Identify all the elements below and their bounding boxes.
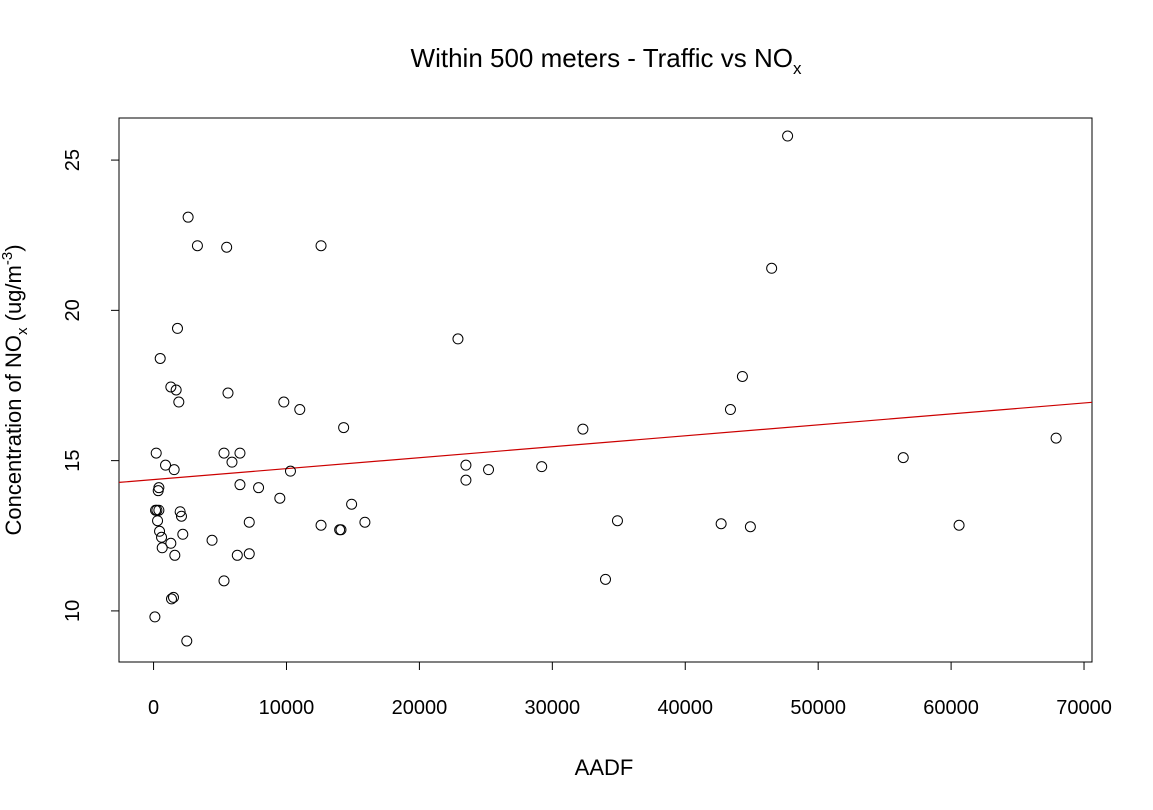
data-point [231, 549, 243, 561]
x-tick-label: 40000 [657, 697, 713, 719]
chart-title: Within 500 meters - Traffic vs NOx [411, 43, 802, 78]
data-point [218, 575, 230, 587]
y-tick-label: 15 [62, 450, 84, 472]
data-point [177, 528, 189, 540]
data-point [611, 515, 623, 527]
data-point [766, 262, 778, 274]
data-point [736, 370, 748, 382]
data-point [167, 591, 179, 603]
y-axis-label-close: ) [1, 244, 26, 251]
y-axis-label-units: (ug/m [1, 265, 26, 327]
data-point [173, 396, 185, 408]
data-point [182, 211, 194, 223]
y-axis: 10 15 20 25 [62, 149, 120, 622]
data-point [243, 516, 255, 528]
trend-line [118, 401, 1093, 484]
data-point [221, 241, 233, 253]
y-axis-label-superscript: -3 [0, 252, 16, 265]
data-point [170, 384, 182, 396]
data-point [243, 548, 255, 560]
data-point [175, 510, 187, 522]
y-axis-label-subscript: x [14, 327, 31, 335]
data-point [152, 515, 164, 527]
data-point [359, 516, 371, 528]
data-point [166, 593, 178, 605]
x-tick-label: 60000 [923, 697, 979, 719]
y-tick-label: 10 [62, 600, 84, 622]
x-tick-label: 30000 [525, 697, 581, 719]
data-point [897, 452, 909, 464]
y-axis-label-main: Concentration of NO [1, 335, 26, 536]
data-point [218, 447, 230, 459]
trend-line-layer [118, 401, 1093, 484]
data-point [150, 447, 162, 459]
data-point [234, 447, 246, 459]
data-point [156, 542, 168, 554]
data-point [206, 534, 218, 546]
data-point [156, 531, 168, 543]
data-point [782, 130, 794, 142]
data-point [715, 518, 727, 530]
y-axis-label: Concentration of NOx (ug/m-3) [0, 244, 31, 535]
data-point [171, 322, 183, 334]
data-point [191, 240, 203, 252]
data-point [536, 461, 548, 473]
data-point [315, 519, 327, 531]
data-point [153, 482, 165, 494]
data-point [953, 519, 965, 531]
data-point [226, 456, 238, 468]
x-tick-label: 50000 [790, 697, 846, 719]
data-point [253, 482, 265, 494]
data-point [274, 492, 286, 504]
data-point [168, 464, 180, 476]
y-tick-label: 25 [62, 149, 84, 171]
x-axis: 0 10000 20000 30000 40000 50000 60000 70000 [148, 661, 1112, 719]
data-point [294, 404, 306, 416]
data-point [335, 524, 347, 536]
data-point [154, 525, 166, 537]
x-tick-label: 0 [148, 697, 159, 719]
data-point [600, 573, 611, 585]
x-tick-label: 10000 [259, 697, 315, 719]
data-point [222, 387, 234, 399]
data-point [181, 635, 193, 647]
data-points [149, 130, 1062, 647]
data-point [346, 498, 358, 510]
data-point [169, 549, 181, 561]
data-point [452, 333, 464, 345]
data-point [1050, 432, 1062, 444]
data-point [338, 422, 350, 434]
data-point [174, 506, 186, 518]
data-point [165, 381, 177, 393]
data-point [483, 464, 495, 476]
chart-title-subscript: x [793, 59, 802, 78]
data-point [577, 423, 589, 435]
data-point [744, 521, 756, 533]
data-point [278, 396, 290, 408]
data-point [149, 611, 161, 623]
data-point [160, 459, 172, 471]
data-point [234, 479, 246, 491]
data-point [165, 537, 177, 549]
y-tick-label: 20 [62, 299, 84, 321]
data-point [315, 240, 327, 252]
x-tick-label: 70000 [1056, 697, 1112, 719]
data-point [724, 404, 736, 416]
data-point [460, 474, 472, 486]
data-point [460, 459, 472, 471]
data-point [153, 504, 165, 516]
data-point [284, 465, 296, 477]
chart-title-main: Within 500 meters - Traffic vs NO [411, 43, 793, 73]
x-axis-label: AADF [575, 755, 634, 780]
x-tick-label: 20000 [392, 697, 448, 719]
data-point [154, 352, 166, 364]
